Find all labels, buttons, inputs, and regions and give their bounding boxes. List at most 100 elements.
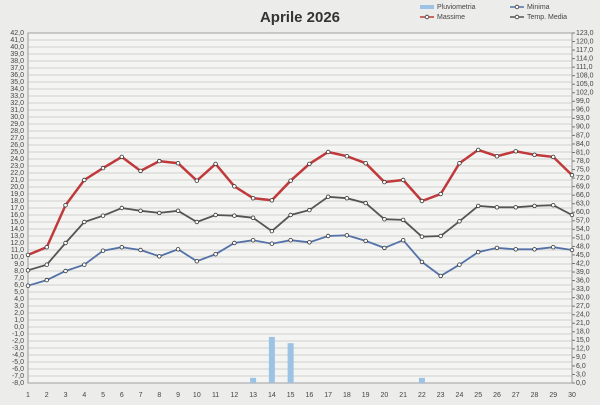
y-tick-label: 33,0: [10, 93, 24, 100]
y-tick-label: 30,0: [10, 114, 24, 121]
marker: [213, 251, 218, 257]
y2-tick-label: 93,0: [576, 115, 590, 122]
y2-tick-label: 54,0: [576, 226, 590, 233]
marker: [438, 273, 443, 279]
y2-tick-label: 108,0: [576, 73, 594, 80]
marker: [569, 172, 575, 178]
marker: [194, 219, 200, 225]
x-tick-label: 20: [381, 392, 389, 399]
y2-tick-label: 105,0: [576, 81, 594, 88]
marker: [288, 178, 293, 183]
marker: [307, 207, 312, 213]
y2-tick-label: 39,0: [576, 269, 590, 276]
marker: [232, 213, 237, 218]
marker: [157, 254, 162, 259]
x-tick-label: 11: [212, 392, 219, 399]
y2-tick-label: 84,0: [576, 141, 590, 148]
y2-tick-label: 18,0: [576, 329, 590, 336]
marker: [119, 205, 124, 211]
x-tick-label: 21: [399, 392, 407, 399]
y-tick-label: 32,0: [10, 100, 24, 107]
y2-tick-label: 111,0: [576, 64, 593, 71]
x-tick-label: 2: [45, 392, 49, 399]
x-tick-label: 9: [176, 392, 180, 399]
marker: [269, 198, 275, 203]
marker: [175, 208, 181, 213]
legend-marker: [424, 14, 430, 20]
y-tick-label: 23,0: [10, 163, 24, 170]
y-tick-label: -2,0: [12, 338, 24, 345]
y-tick-label: 14,0: [10, 226, 24, 233]
y-tick-label: 16,0: [10, 212, 24, 219]
marker: [494, 205, 500, 210]
y-tick-label: 2,0: [14, 310, 24, 317]
y2-tick-label: 96,0: [576, 107, 590, 114]
x-tick-label: 12: [230, 392, 238, 399]
marker: [63, 268, 68, 274]
x-tick-label: 13: [249, 392, 257, 399]
marker: [513, 247, 518, 252]
y2-tick-label: 99,0: [576, 98, 590, 105]
bar: [287, 343, 294, 383]
y-tick-label: 21,0: [10, 177, 24, 184]
marker: [138, 208, 143, 213]
marker: [175, 247, 181, 252]
y-tick-label: 4,0: [14, 296, 24, 303]
marker: [438, 233, 443, 239]
y-tick-label: 25,0: [10, 149, 24, 156]
marker: [569, 212, 575, 218]
y-tick-label: 41,0: [10, 37, 24, 44]
x-tick-label: 1: [26, 392, 30, 399]
y-tick-label: 15,0: [10, 219, 24, 226]
marker: [269, 228, 275, 234]
marker: [419, 234, 425, 239]
marker: [194, 259, 200, 264]
marker: [419, 259, 425, 265]
chart-title: Aprile 2026: [260, 9, 340, 26]
marker: [100, 248, 106, 253]
y-tick-label: 11,0: [11, 247, 24, 254]
y-tick-label: 18,0: [10, 198, 24, 205]
x-tick-label: 16: [305, 392, 313, 399]
marker: [307, 161, 312, 167]
marker: [175, 160, 181, 166]
marker: [476, 249, 481, 255]
legend-swatch: [420, 5, 434, 9]
marker: [551, 154, 556, 160]
y-tick-label: 19,0: [10, 191, 24, 198]
bar: [250, 377, 257, 383]
y-tick-label: 10,0: [10, 254, 24, 261]
marker: [250, 237, 256, 243]
y2-tick-label: 114,0: [576, 55, 593, 62]
y2-tick-label: 69,0: [576, 184, 590, 191]
x-tick-label: 30: [568, 392, 576, 399]
y2-tick-label: 120,0: [576, 38, 594, 45]
y2-tick-label: 78,0: [576, 158, 590, 165]
marker: [100, 213, 106, 218]
marker: [457, 219, 462, 224]
y-tick-label: 22,0: [10, 170, 24, 177]
marker: [157, 210, 162, 216]
y2-tick-label: 27,0: [576, 303, 590, 310]
bar: [418, 377, 425, 383]
marker: [325, 149, 331, 155]
y2-tick-label: 0,0: [576, 380, 586, 387]
y-tick-label: 38,0: [10, 58, 24, 65]
marker: [363, 160, 368, 166]
marker: [494, 245, 500, 251]
x-tick-label: 22: [418, 392, 426, 399]
marker: [269, 241, 275, 246]
y2-tick-label: 72,0: [576, 175, 590, 182]
y2-tick-label: 48,0: [576, 243, 590, 250]
marker: [400, 177, 406, 183]
x-tick-label: 10: [193, 392, 201, 399]
x-tick-label: 18: [343, 392, 351, 399]
y-tick-label: -4,0: [12, 352, 24, 359]
marker: [363, 200, 368, 206]
y-tick-label: 40,0: [10, 44, 24, 51]
marker: [213, 212, 218, 218]
marker: [344, 153, 350, 159]
y2-tick-label: 42,0: [576, 260, 590, 267]
legend-label: Temp. Media: [527, 14, 567, 21]
marker: [44, 244, 49, 250]
